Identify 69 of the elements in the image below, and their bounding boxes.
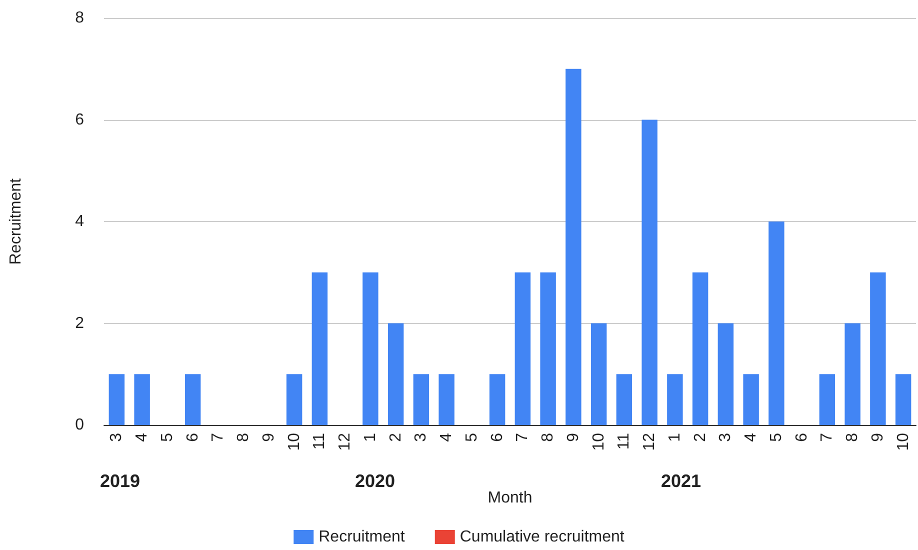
bar: [590, 323, 607, 425]
x-tick-label: 3: [717, 432, 734, 442]
bar: [743, 374, 759, 425]
bar: [870, 272, 886, 425]
bar: [413, 374, 430, 425]
x-tick-label: 7: [818, 432, 836, 442]
y-tick-label: 0: [75, 416, 84, 434]
x-tick-label: 6: [488, 432, 506, 442]
bar: [718, 323, 734, 425]
x-tick-label: 7: [514, 432, 532, 442]
x-tick-label: 10: [590, 432, 608, 451]
bar: [286, 374, 302, 425]
x-tick-label: 11: [311, 432, 328, 450]
bar: [312, 272, 328, 425]
x-tick-label: 6: [793, 432, 810, 442]
x-tick-label: 1: [362, 432, 379, 442]
y-tick-label: 8: [75, 10, 84, 26]
x-tick-label: 7: [210, 432, 227, 442]
x-tick-label: 12: [641, 432, 658, 451]
bar: [692, 272, 708, 425]
bar: [489, 374, 506, 425]
x-tick-label: 5: [463, 432, 480, 442]
y-axis-title: Recruitment: [8, 178, 24, 265]
x-tick-label: 6: [184, 432, 202, 442]
bar: [566, 68, 582, 425]
bar: [184, 374, 201, 425]
legend-label: Cumulative recruitment: [460, 528, 625, 546]
text: 2019: [100, 471, 140, 491]
x-tick-label: 5: [158, 432, 176, 442]
x-tick-label: 4: [742, 432, 760, 442]
bar: [819, 374, 836, 425]
x-axis-title: Month: [488, 490, 532, 506]
x-tick-label: 5: [768, 432, 785, 442]
y-tick-label: 4: [75, 213, 84, 230]
x-tick-label: 9: [564, 432, 582, 442]
text: 2020: [355, 471, 396, 491]
x-tick-label: 11: [616, 432, 633, 450]
bar: [768, 222, 784, 425]
x-tick-label: 8: [540, 432, 557, 442]
x-tick-label: 10: [894, 432, 912, 451]
bar: [642, 120, 658, 425]
y-tick-label: 6: [75, 111, 84, 128]
bar: [895, 374, 912, 425]
bar: [616, 374, 632, 425]
x-tick-label: 2: [692, 432, 709, 442]
text: 2021: [661, 471, 702, 491]
x-tick-label: 2: [387, 432, 404, 442]
bar: [514, 272, 531, 425]
x-tick-label: 4: [438, 432, 456, 442]
bar: [388, 323, 404, 425]
bar: [667, 374, 683, 425]
x-tick-label: 9: [869, 432, 886, 442]
x-tick-label: 3: [108, 432, 126, 442]
x-tick-label: 12: [336, 432, 354, 451]
bar: [362, 272, 378, 425]
x-tick-label: 4: [134, 432, 151, 442]
x-tick-label: 8: [844, 432, 862, 442]
bar: [540, 272, 556, 425]
bar: [134, 374, 150, 425]
x-tick-label: 10: [286, 432, 303, 451]
x-tick-label: 9: [260, 432, 278, 442]
x-tick-label: 3: [412, 432, 430, 442]
bar: [844, 323, 860, 425]
x-tick-label: 8: [235, 432, 252, 442]
bar: [108, 374, 125, 425]
x-tick-label: 1: [666, 432, 684, 442]
y-tick-label: 2: [75, 314, 84, 332]
legend-label: Recruitment: [318, 528, 406, 546]
bar: [438, 374, 454, 425]
